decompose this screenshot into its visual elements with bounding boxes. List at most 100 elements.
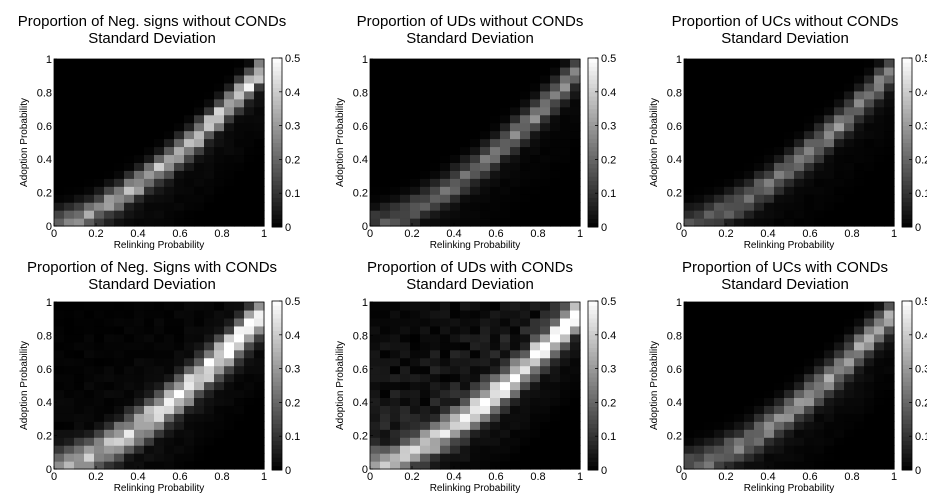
heatmap-cell: [430, 453, 441, 462]
heatmap-cell: [450, 210, 461, 219]
heatmap-cell: [764, 341, 775, 351]
heatmap-cell: [174, 437, 185, 446]
colorbar-step: [272, 410, 282, 416]
heatmap-cell: [420, 122, 431, 132]
heatmap-cell: [124, 114, 135, 124]
heatmap-cell: [410, 66, 421, 76]
x-tick-label: 0.4: [760, 471, 775, 483]
heatmap-cell: [400, 82, 411, 92]
heatmap-cell: [254, 98, 265, 108]
heatmap-cell: [84, 138, 95, 148]
heatmap-cell: [64, 365, 75, 375]
heatmap-cell: [54, 170, 65, 179]
heatmap-cell: [884, 74, 895, 84]
heatmap-cell: [560, 82, 571, 92]
heatmap-cell: [194, 106, 205, 116]
heatmap-cell: [764, 437, 775, 446]
heatmap-cell: [430, 309, 441, 319]
heatmap-cell: [154, 317, 165, 327]
heatmap-cell: [530, 114, 541, 124]
heatmap-cell: [570, 317, 581, 327]
heatmap-cell: [550, 429, 561, 438]
heatmap-cell: [104, 114, 115, 124]
heatmap-cell: [490, 82, 501, 92]
heatmap-cell: [864, 186, 875, 195]
heatmap-cell: [724, 178, 735, 187]
heatmap-cell: [804, 162, 815, 171]
heatmap-cell: [144, 82, 155, 92]
heatmap-cell: [754, 122, 765, 132]
heatmap-cell: [874, 341, 885, 351]
heatmap-cell: [94, 389, 105, 399]
heatmap-cell: [164, 106, 175, 116]
heatmap-cell: [390, 437, 401, 446]
heatmap-cell: [470, 202, 481, 211]
heatmap-cell: [510, 138, 521, 148]
heatmap-cells: [684, 59, 895, 227]
heatmap-cell: [814, 317, 825, 327]
heatmap-cell: [104, 453, 115, 462]
heatmap-cell: [144, 445, 155, 454]
heatmap-cell: [684, 210, 695, 219]
heatmap-cell: [174, 302, 185, 311]
heatmap-cell: [174, 397, 185, 406]
heatmap-cell: [684, 82, 695, 92]
heatmap-cell: [134, 178, 145, 187]
colorbar-step: [588, 427, 598, 433]
heatmap-cell: [450, 341, 461, 351]
colorbar-step: [902, 309, 912, 315]
heatmap-cell: [570, 178, 581, 187]
heatmap-cell: [214, 309, 225, 319]
colorbar-step: [272, 87, 282, 93]
heatmap-cell: [144, 146, 155, 156]
heatmap-cell: [570, 194, 581, 203]
heatmap-cell: [834, 349, 845, 359]
heatmap-cell: [390, 122, 401, 132]
heatmap-cell: [844, 445, 855, 454]
colorbar-step: [902, 334, 912, 340]
heatmap-cell: [570, 74, 581, 84]
heatmap-cell: [704, 357, 715, 367]
colorbar-step: [902, 368, 912, 374]
heatmap-cell: [370, 202, 381, 211]
heatmap-cell: [370, 114, 381, 124]
heatmap-cell: [244, 453, 255, 462]
heatmap-cell: [410, 194, 421, 203]
heatmap-cell: [380, 461, 391, 470]
colorbar-step: [588, 117, 598, 122]
heatmap-cell: [244, 357, 255, 367]
heatmap-cell: [380, 429, 391, 438]
heatmap-cell: [694, 397, 705, 406]
heatmap-cell: [204, 349, 215, 359]
y-tick-label: 1: [676, 297, 682, 309]
heatmap-cell: [804, 309, 815, 319]
heatmap-cell: [370, 453, 381, 462]
heatmap-cell: [834, 357, 845, 367]
heatmap-cell: [194, 317, 205, 327]
heatmap-cell: [804, 453, 815, 462]
heatmap-cell: [430, 325, 441, 335]
heatmap-cell: [804, 317, 815, 327]
heatmap-cell: [224, 122, 235, 132]
heatmap-cell: [204, 186, 215, 195]
colorbar-step: [902, 419, 912, 425]
heatmap-cell: [370, 122, 381, 132]
heatmap-cell: [204, 170, 215, 179]
heatmap-cell: [560, 421, 571, 430]
heatmap-cell: [804, 138, 815, 148]
heatmap-cell: [550, 66, 561, 76]
heatmap-cell: [430, 381, 441, 391]
heatmap-cell: [520, 218, 531, 227]
heatmap-cell: [784, 309, 795, 319]
heatmap-cell: [570, 130, 581, 140]
heatmap-cell: [854, 66, 865, 76]
heatmap-cell: [500, 130, 511, 140]
heatmap-cell: [480, 461, 491, 470]
heatmap-cell: [744, 421, 755, 430]
heatmap-cell: [134, 309, 145, 319]
heatmap-cell: [174, 66, 185, 76]
heatmap-cell: [410, 98, 421, 108]
heatmap-cell: [420, 437, 431, 446]
heatmap-cell: [784, 437, 795, 446]
heatmap-cell: [114, 325, 125, 335]
